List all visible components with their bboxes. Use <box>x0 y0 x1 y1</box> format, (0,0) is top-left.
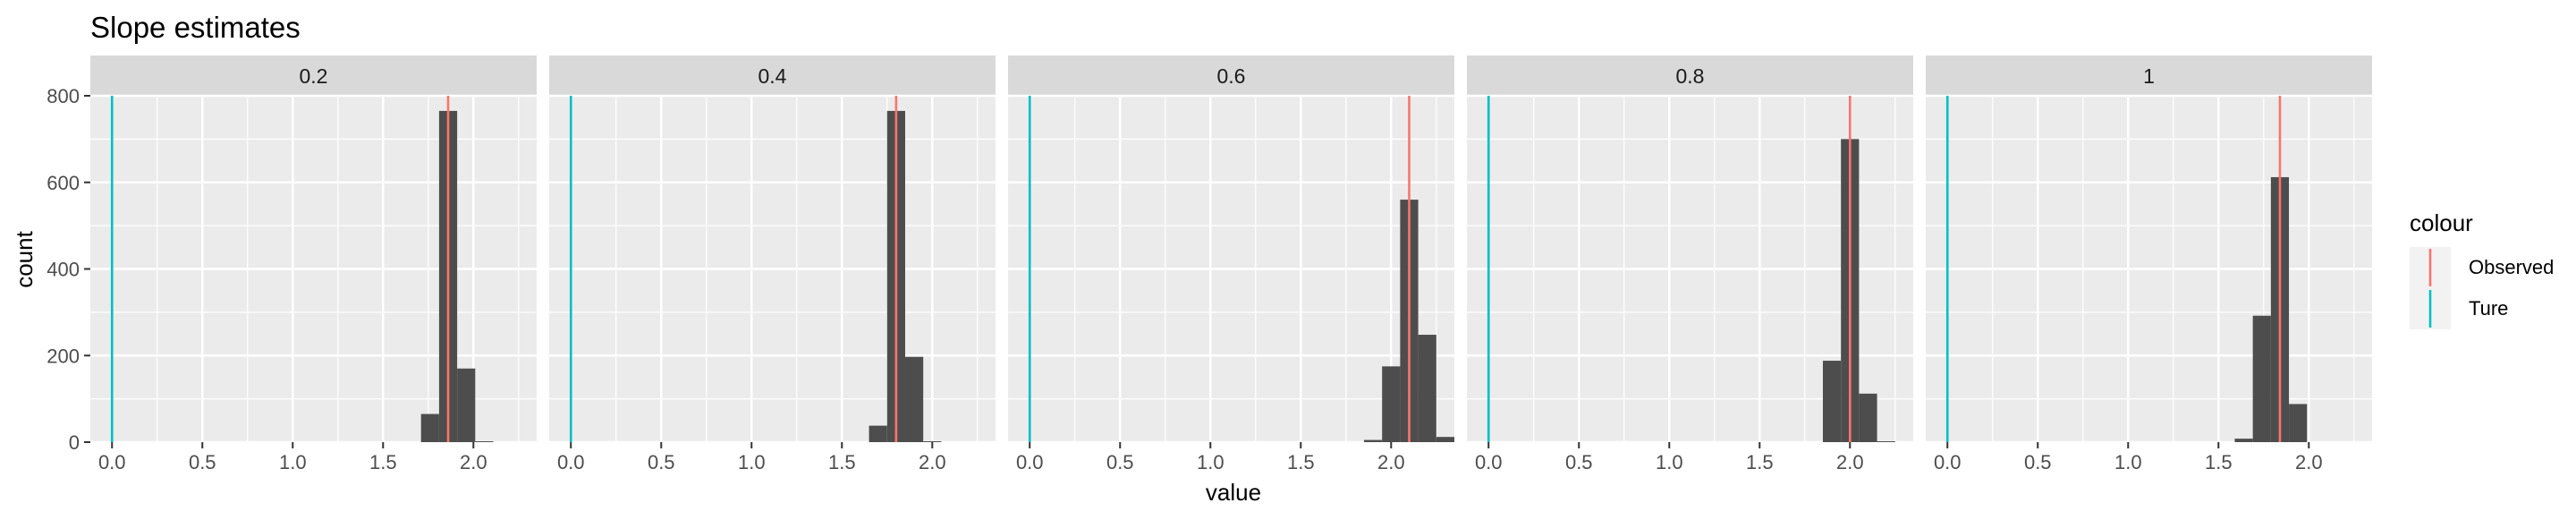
x-tick-label: 1.0 <box>1197 451 1224 473</box>
x-tick-label: 2.0 <box>919 451 946 473</box>
x-tick-label: 0.0 <box>98 451 126 473</box>
legend-entries: Observed Ture <box>2410 247 2554 329</box>
y-tick-label: 0 <box>69 431 80 454</box>
x-tick-label: 0.0 <box>1016 451 1044 473</box>
facets: 0.2 0.0 0.5 1.0 1.5 2.0 0 200 400 600 800 0.4 0.0 0.5… <box>47 55 2372 473</box>
x-tick-label: 2.0 <box>1377 451 1405 473</box>
x-tick-label: 0.5 <box>1106 451 1134 473</box>
histogram-bar <box>869 425 887 442</box>
x-tick-label: 0.5 <box>1565 451 1593 473</box>
histogram-bar <box>420 413 439 442</box>
histogram-bar <box>2289 404 2308 442</box>
histogram-bar <box>2234 439 2253 442</box>
facet-panel: 1 0.0 0.5 1.0 1.5 2.0 <box>1926 55 2372 473</box>
histogram-bar <box>1877 441 1895 442</box>
x-tick-label: 1.5 <box>828 451 856 473</box>
legend: colour Observed Ture <box>2410 209 2554 329</box>
facet-strip <box>1467 55 1913 96</box>
x-tick-label: 0.5 <box>189 451 216 473</box>
x-tick-label: 1.0 <box>738 451 766 473</box>
histogram-bar <box>457 368 476 442</box>
facet-panel: 0.6 0.0 0.5 1.0 1.5 2.0 <box>1008 55 1454 473</box>
x-tick-label: 2.0 <box>1836 451 1864 473</box>
facet-panel: 0.8 0.0 0.5 1.0 1.5 2.0 <box>1467 55 1913 473</box>
x-tick-label: 1.5 <box>369 451 397 473</box>
legend-title: colour <box>2410 209 2473 236</box>
histogram-bar <box>1382 366 1401 442</box>
histogram-bar <box>1822 361 1842 442</box>
x-tick-label: 1.5 <box>2205 451 2233 473</box>
x-tick-label: 0.0 <box>1475 451 1503 473</box>
y-tick-label: 800 <box>47 85 80 107</box>
x-axis-label: value <box>1206 479 1261 506</box>
facet-strip-label: 0.8 <box>1676 64 1705 88</box>
y-tick-label: 200 <box>47 345 80 367</box>
x-tick-label: 0.5 <box>648 451 675 473</box>
x-tick-label: 1.0 <box>2114 451 2142 473</box>
facet-strip-label: 0.6 <box>1217 64 1246 88</box>
facet-strip-label: 0.2 <box>300 64 328 88</box>
legend-entry-label: Observed <box>2469 256 2554 278</box>
facet-panel: 0.4 0.0 0.5 1.0 1.5 2.0 <box>549 55 996 473</box>
facet-strip <box>90 55 537 96</box>
x-tick-label: 0.0 <box>1934 451 1962 473</box>
x-tick-label: 0.5 <box>2024 451 2052 473</box>
histogram-bar <box>475 441 494 442</box>
histogram-bar <box>1418 335 1436 442</box>
x-tick-label: 1.0 <box>1656 451 1683 473</box>
legend-entry-label: Ture <box>2469 297 2508 320</box>
facet-strip <box>1008 55 1454 96</box>
histogram-bar <box>904 356 924 442</box>
x-tick-label: 1.5 <box>1287 451 1315 473</box>
x-tick-label: 1.0 <box>279 451 307 473</box>
x-tick-label: 0.0 <box>557 451 585 473</box>
histogram-bar <box>1436 437 1454 442</box>
facet-strip-label: 0.4 <box>758 64 787 88</box>
histogram-bar <box>1859 393 1877 442</box>
y-axis-label: count <box>11 230 38 287</box>
y-tick-label: 400 <box>47 259 80 281</box>
facet-strip-label: 1 <box>2143 64 2155 88</box>
facet-strip <box>549 55 996 96</box>
chart-title: Slope estimates <box>90 11 301 44</box>
x-tick-label: 2.0 <box>460 451 487 473</box>
facet-strip <box>1926 55 2372 96</box>
y-tick-label: 600 <box>47 172 80 194</box>
facet-panel: 0.2 0.0 0.5 1.0 1.5 2.0 0 200 400 600 800 <box>47 55 537 473</box>
histogram-bar <box>1363 439 1383 442</box>
x-tick-label: 1.5 <box>1746 451 1774 473</box>
x-tick-label: 2.0 <box>2295 451 2323 473</box>
histogram-bar <box>923 441 942 442</box>
histogram-bar <box>2252 315 2271 442</box>
